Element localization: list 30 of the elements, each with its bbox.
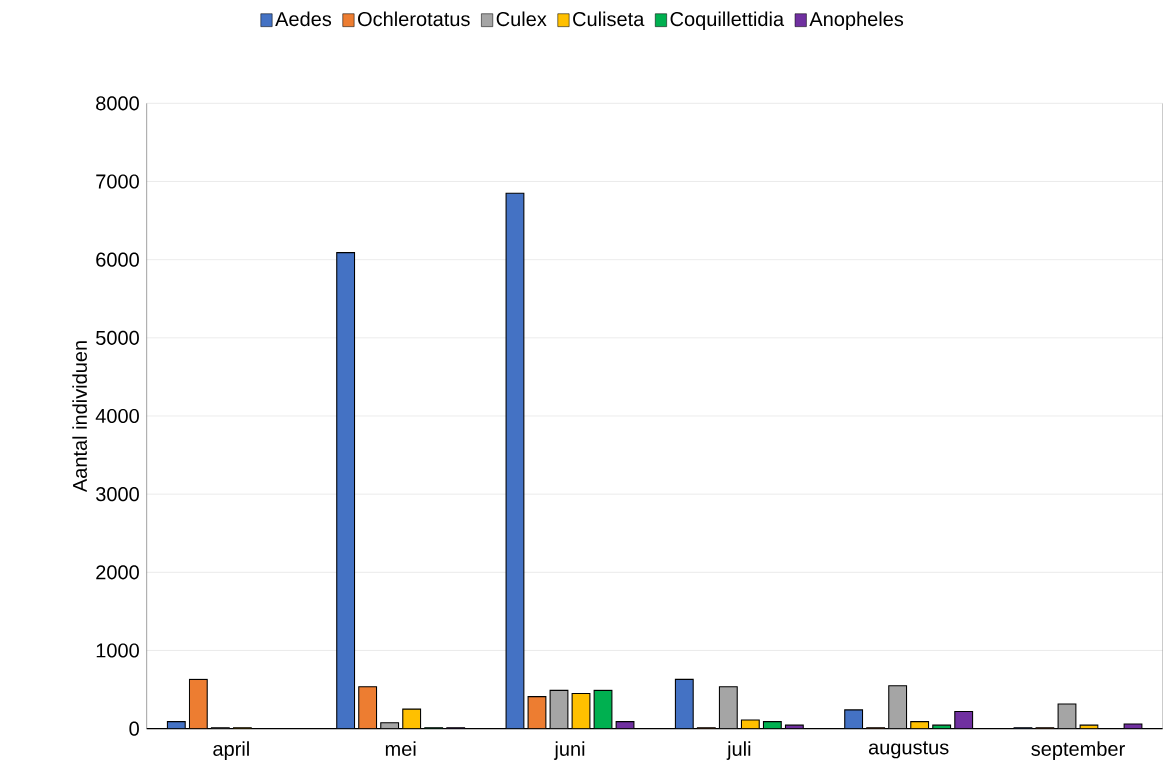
- y-tick-label: 6000: [96, 252, 139, 267]
- y-tick-label: 8000: [96, 96, 139, 111]
- legend-label: Coquillettidia: [670, 11, 785, 31]
- legend-label: Aedes: [275, 11, 332, 27]
- bar: [188, 678, 208, 729]
- bar: [506, 193, 524, 729]
- x-tick-label: juni: [553, 741, 585, 760]
- y-tick-label: 4000: [95, 408, 139, 424]
- bar: [675, 679, 694, 729]
- y-tick-label: 3000: [96, 487, 139, 502]
- x-tick-label: mei: [385, 741, 416, 756]
- y-tick-label: 2000: [96, 565, 139, 580]
- legend-label: Anopheles: [809, 11, 904, 31]
- x-tick-label: juli: [726, 741, 751, 760]
- bar: [527, 696, 547, 729]
- x-tick-label: augustus: [868, 741, 949, 759]
- legend-label: Culiseta: [573, 11, 645, 27]
- legend-label: Ochlerotatus: [358, 11, 470, 27]
- bar: [888, 685, 907, 729]
- x-tick-label: september: [1031, 741, 1125, 760]
- y-tick-label: 0: [129, 721, 139, 736]
- y-tick-label: 1000: [96, 643, 139, 658]
- bar: [358, 686, 378, 729]
- x-tick-label: april: [213, 741, 249, 760]
- bar: [719, 686, 738, 729]
- legend-label: Culex: [496, 11, 547, 27]
- bar: [336, 252, 355, 729]
- y-tick-label: 7000: [96, 174, 139, 189]
- y-tick-label: 5000: [96, 330, 139, 345]
- y-axis-title: Aantal individuen: [72, 341, 87, 493]
